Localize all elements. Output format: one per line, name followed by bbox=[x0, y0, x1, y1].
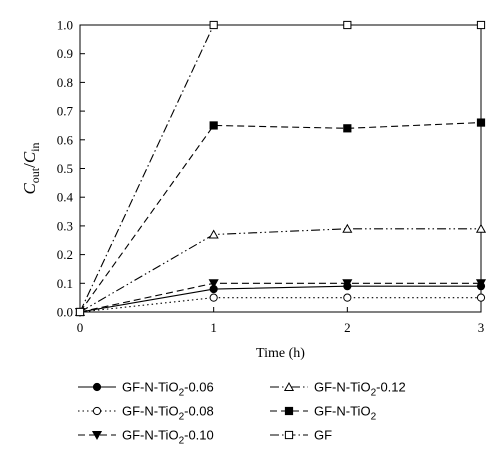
x-tick-label: 0 bbox=[77, 320, 84, 335]
axes: 0.0 0.1 0.2 0.3 0.4 0.5 0.6 0.7 0.8 0.9 1.0 0 1 2 3 Tim… bbox=[20, 18, 484, 362]
series-line bbox=[79, 297, 481, 313]
data-point bbox=[476, 20, 486, 30]
x-tick-label: 1 bbox=[210, 320, 217, 335]
legend-item-1: GF-N-TiO2-0.08 bbox=[78, 404, 214, 423]
series-2 bbox=[74, 279, 487, 318]
data-point bbox=[209, 121, 218, 130]
data-point bbox=[343, 124, 352, 133]
y-tick-label: 0.8 bbox=[57, 75, 73, 90]
series-line bbox=[79, 285, 481, 313]
legend-marker bbox=[284, 406, 294, 416]
data-point bbox=[343, 20, 352, 30]
legend-label: GF-N-TiO2-0.08 bbox=[122, 404, 214, 423]
y-tick-label: 0.0 bbox=[57, 305, 73, 320]
data-point bbox=[209, 20, 218, 30]
y-axis-label: Cout/Cin bbox=[20, 142, 42, 194]
y-tick-label: 0.5 bbox=[57, 161, 73, 176]
data-point bbox=[209, 293, 218, 302]
legend-item-0: GF-N-TiO2-0.06 bbox=[78, 380, 214, 399]
data-point bbox=[342, 223, 353, 233]
legend-label: GF-N-TiO2-0.06 bbox=[122, 380, 214, 399]
series-line bbox=[79, 24, 481, 313]
data-point bbox=[208, 279, 219, 289]
y-tick-label: 0.7 bbox=[57, 104, 74, 119]
x-tick-label: 3 bbox=[478, 320, 485, 335]
legend: GF-N-TiO2-0.06 GF-N-TiO2-0.08 GF-N-TiO2-0.… bbox=[78, 380, 406, 447]
legend-label: GF-N-TiO2-0.12 bbox=[314, 380, 406, 399]
data-point bbox=[476, 118, 486, 127]
legend-marker bbox=[284, 430, 294, 440]
y-tick-label: 1.0 bbox=[57, 18, 73, 33]
legend-marker bbox=[92, 406, 102, 416]
y-tick-label: 0.2 bbox=[57, 247, 73, 262]
legend-marker bbox=[92, 382, 102, 392]
legend-item-2: GF-N-TiO2-0.10 bbox=[78, 428, 214, 447]
series-layer bbox=[74, 20, 487, 318]
y-tick-label: 0.1 bbox=[57, 276, 73, 291]
y-tick-label: 0.9 bbox=[57, 46, 73, 61]
plot-frame bbox=[79, 24, 482, 313]
legend-label: GF-N-TiO2 bbox=[314, 404, 377, 423]
y-tick-label: 0.6 bbox=[57, 132, 74, 147]
series-line bbox=[79, 122, 482, 313]
legend-label: GF bbox=[314, 428, 332, 443]
legend-item-3: GF-N-TiO2-0.12 bbox=[270, 380, 406, 399]
series-5 bbox=[75, 20, 486, 317]
data-point bbox=[75, 307, 85, 317]
data-point bbox=[343, 293, 352, 302]
y-tick-label: 0.4 bbox=[57, 190, 74, 205]
legend-marker bbox=[91, 431, 103, 441]
y-tick-label: 0.3 bbox=[57, 218, 73, 233]
legend-item-5: GF bbox=[270, 428, 332, 443]
data-point bbox=[208, 229, 219, 239]
data-point bbox=[475, 223, 487, 233]
data-point bbox=[476, 293, 486, 302]
data-point bbox=[475, 279, 487, 289]
x-tick-label: 2 bbox=[344, 320, 351, 335]
legend-label: GF-N-TiO2-0.10 bbox=[122, 428, 214, 447]
data-point bbox=[342, 279, 353, 289]
x-axis-label: Time (h) bbox=[256, 346, 305, 361]
legend-item-4: GF-N-TiO2 bbox=[270, 404, 377, 423]
series-line bbox=[79, 282, 481, 313]
legend-marker bbox=[283, 381, 295, 391]
